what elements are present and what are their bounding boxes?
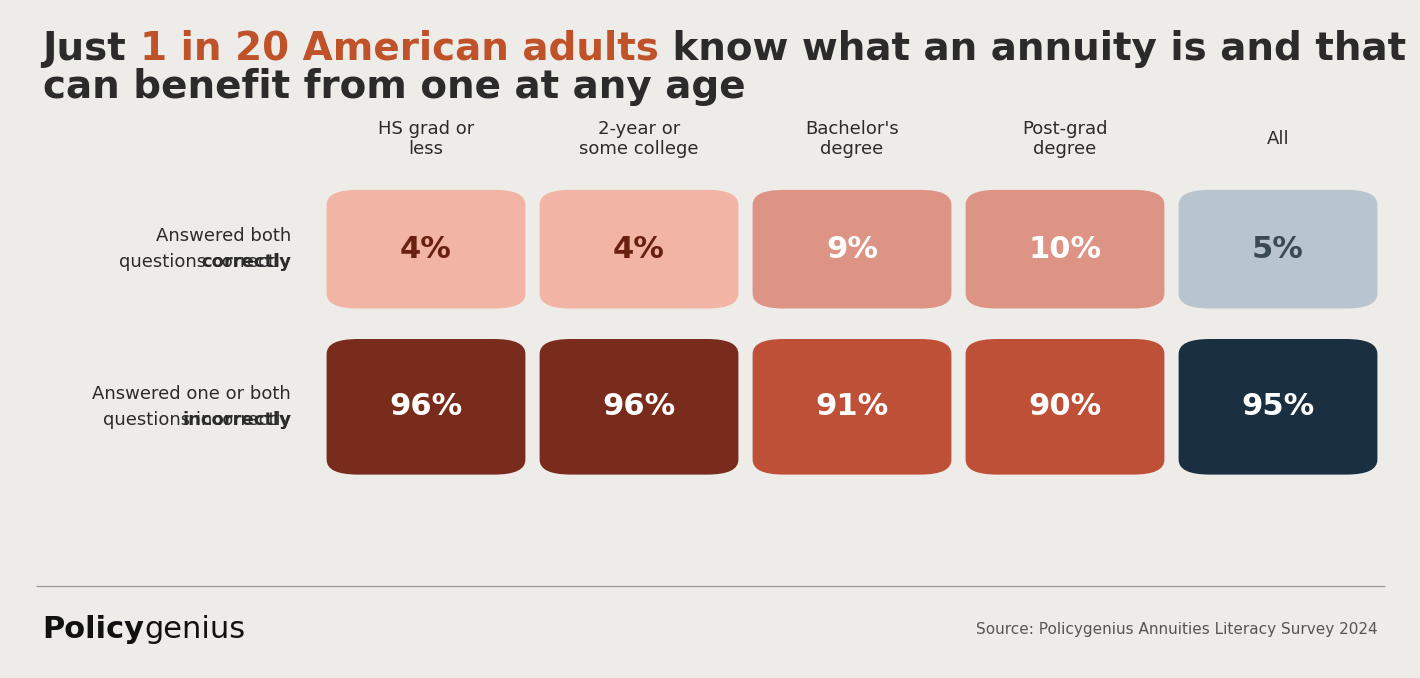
FancyBboxPatch shape — [966, 339, 1164, 475]
Text: Answered one or both: Answered one or both — [92, 385, 291, 403]
Text: can benefit from one at any age: can benefit from one at any age — [43, 68, 746, 106]
Text: All: All — [1267, 130, 1289, 148]
FancyBboxPatch shape — [540, 190, 738, 308]
Text: 4%: 4% — [613, 235, 665, 264]
Text: Policy: Policy — [43, 615, 145, 643]
FancyBboxPatch shape — [966, 190, 1164, 308]
Text: 9%: 9% — [826, 235, 878, 264]
Text: know what an annuity is and that you: know what an annuity is and that you — [659, 30, 1420, 68]
Text: questions incorrectly: questions incorrectly — [102, 411, 291, 428]
Text: correctly: correctly — [202, 253, 291, 271]
Text: Just: Just — [43, 30, 139, 68]
Text: 10%: 10% — [1028, 235, 1102, 264]
Text: genius: genius — [145, 615, 246, 643]
FancyBboxPatch shape — [753, 339, 951, 475]
FancyBboxPatch shape — [1179, 190, 1377, 308]
Text: 5%: 5% — [1252, 235, 1304, 264]
Text: 91%: 91% — [815, 393, 889, 421]
Text: HS grad or
less: HS grad or less — [378, 119, 474, 159]
FancyBboxPatch shape — [327, 190, 525, 308]
FancyBboxPatch shape — [1179, 339, 1377, 475]
FancyBboxPatch shape — [540, 339, 738, 475]
FancyBboxPatch shape — [753, 190, 951, 308]
Text: 90%: 90% — [1028, 393, 1102, 421]
Text: Post-grad
degree: Post-grad degree — [1022, 119, 1108, 159]
Text: Answered both: Answered both — [156, 227, 291, 245]
Text: incorrectly: incorrectly — [182, 411, 291, 428]
Text: Bachelor's
degree: Bachelor's degree — [805, 119, 899, 159]
Text: 2-year or
some college: 2-year or some college — [579, 119, 699, 159]
Text: 4%: 4% — [400, 235, 452, 264]
Text: 96%: 96% — [389, 393, 463, 421]
Text: questions correctly: questions correctly — [119, 253, 291, 271]
Text: 96%: 96% — [602, 393, 676, 421]
Text: Source: Policygenius Annuities Literacy Survey 2024: Source: Policygenius Annuities Literacy … — [976, 622, 1377, 637]
FancyBboxPatch shape — [327, 339, 525, 475]
Text: 95%: 95% — [1241, 393, 1315, 421]
Text: 1 in 20 American adults: 1 in 20 American adults — [139, 30, 659, 68]
